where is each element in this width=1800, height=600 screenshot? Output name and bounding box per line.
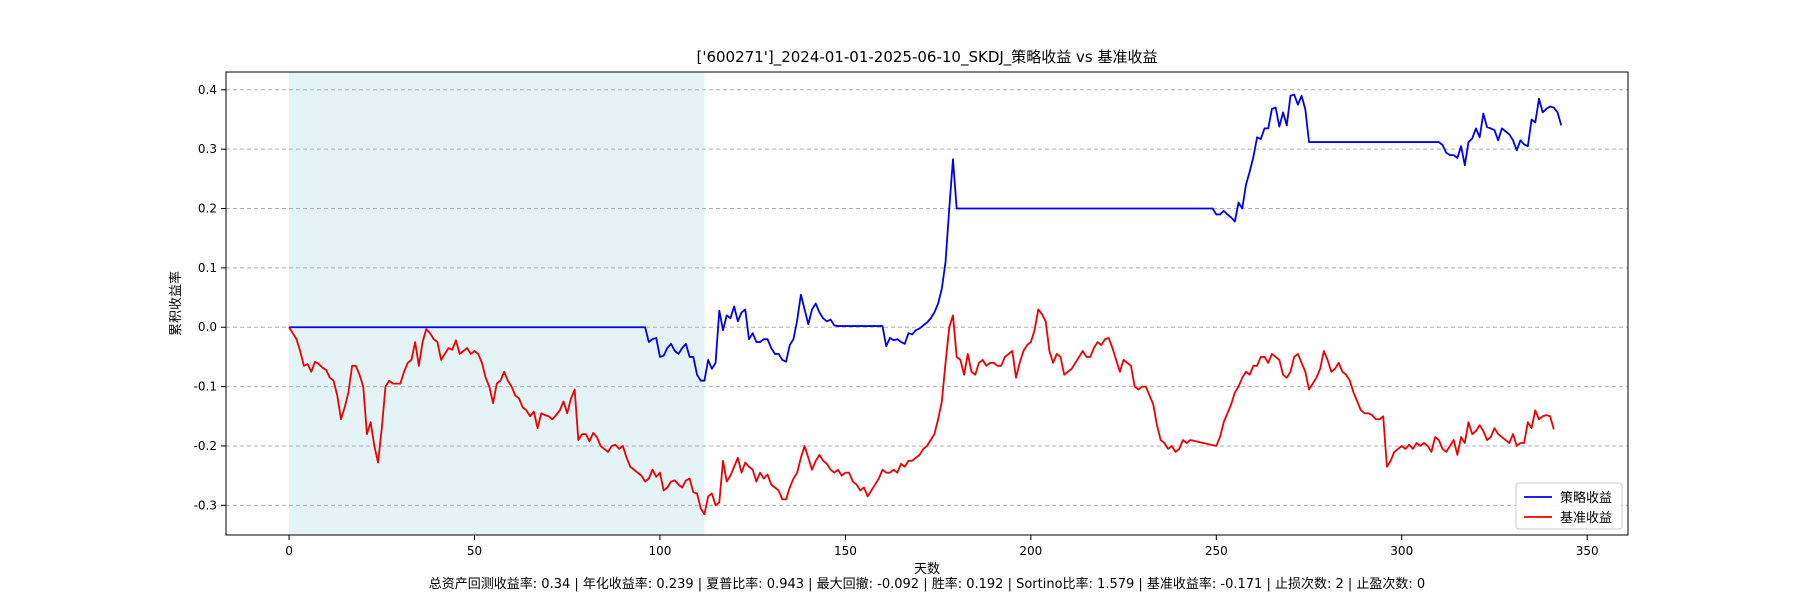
grid-lines xyxy=(226,89,1628,506)
y-tick-label: -0.1 xyxy=(194,380,217,394)
y-tick-label: 0.2 xyxy=(198,202,217,216)
y-tick-label: -0.2 xyxy=(194,439,217,453)
series-layer xyxy=(288,93,1563,516)
axes xyxy=(225,71,1629,536)
series-line-2 xyxy=(288,308,1555,516)
plot-frame xyxy=(225,71,1629,536)
x-axis-label: 天数 xyxy=(914,562,940,577)
series-line-1 xyxy=(289,93,1563,382)
x-axis-ticks: 0 50 100 150 200 250 300 350 xyxy=(285,535,1599,558)
x-tick-label: 300 xyxy=(1390,544,1413,558)
y-tick-label: 0.1 xyxy=(198,261,217,275)
legend-entry-2: 基准收益 xyxy=(1560,511,1612,526)
y-axis-ticks: -0.3 -0.2 -0.1 0.0 0.1 0.2 0.3 0.4 xyxy=(194,83,226,512)
x-tick-label: 0 xyxy=(285,544,293,558)
x-tick-label: 250 xyxy=(1205,544,1228,558)
shaded-region xyxy=(289,72,705,535)
x-tick-label: 100 xyxy=(648,544,671,558)
y-tick-label: -0.3 xyxy=(194,498,217,512)
x-tick-label: 50 xyxy=(467,544,482,558)
chart-title: ['600271']_2024-01-01-2025-06-10_SKDJ_策略… xyxy=(696,48,1157,67)
y-axis-label: 累积收益率 xyxy=(168,271,184,336)
x-tick-label: 350 xyxy=(1576,544,1599,558)
x-tick-label: 150 xyxy=(834,544,857,558)
y-tick-label: 0.4 xyxy=(198,83,217,97)
y-tick-label: 0.0 xyxy=(198,320,217,334)
x-tick-label: 200 xyxy=(1019,544,1042,558)
legend-entry-1: 策略收益 xyxy=(1560,490,1612,506)
stats-summary: 总资产回测收益率: 0.34 | 年化收益率: 0.239 | 夏普比率: 0.… xyxy=(429,576,1425,592)
y-tick-label: 0.3 xyxy=(198,142,217,156)
